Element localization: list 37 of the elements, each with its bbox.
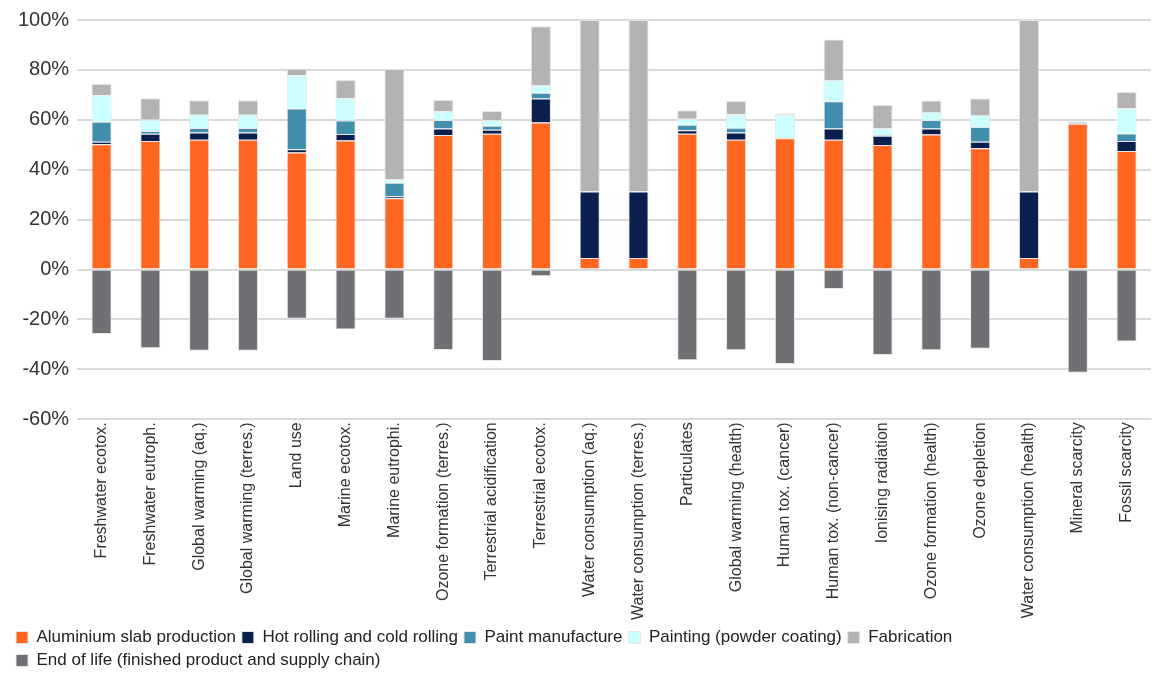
x-tick-label: Global warming (terres.) bbox=[238, 422, 256, 594]
x-tick-label: Global warming (aq.) bbox=[189, 422, 207, 571]
x-tick-label: Ozone depletion bbox=[970, 422, 988, 539]
x-tick-label: Global warming (health) bbox=[726, 422, 744, 593]
y-tick-label: 40% bbox=[29, 157, 70, 180]
x-tick-label: Fossil scarcity bbox=[1117, 422, 1134, 523]
y-tick-label: 20% bbox=[29, 207, 70, 230]
legend-label: Painting (powder coating) bbox=[648, 627, 842, 647]
y-tick-label: -60% bbox=[22, 406, 70, 429]
legend-label: Hot rolling and cold rolling bbox=[262, 627, 458, 647]
x-tick-label: Particulates bbox=[677, 422, 695, 506]
x-tick-label: Ionising radiation bbox=[872, 422, 890, 544]
x-tick-label: Marine eutrophi. bbox=[384, 422, 402, 538]
legend-label: Aluminium slab production bbox=[36, 627, 236, 647]
y-tick-label: 80% bbox=[29, 57, 70, 80]
x-tick-label: Terrestrial ecotox. bbox=[531, 422, 549, 549]
y-tick-label: -40% bbox=[22, 356, 70, 379]
y-tick-label: 100% bbox=[18, 7, 70, 30]
x-tick-label: Water consumption (terres.) bbox=[628, 422, 646, 620]
y-tick-label: 60% bbox=[29, 107, 70, 130]
x-tick-label: Human tox. (non-cancer) bbox=[824, 422, 842, 600]
x-tick-label: Land use bbox=[287, 422, 305, 489]
x-tick-label: Human tox. (cancer) bbox=[775, 422, 793, 568]
x-tick-label: Water consumption (health) bbox=[1019, 422, 1037, 619]
y-tick-label: 0% bbox=[40, 257, 70, 280]
x-tick-label: Freshwater ecotox. bbox=[91, 422, 109, 559]
x-tick-label: Terrestrial acidification bbox=[482, 422, 500, 581]
y-tick-label: -20% bbox=[22, 307, 70, 329]
x-tick-label: Water consumption (aq.) bbox=[580, 422, 598, 597]
legend-label: Paint manufacture bbox=[484, 627, 623, 647]
x-tick-label: Ozone formation (terres.) bbox=[433, 422, 451, 602]
x-tick-label: Marine ecotox. bbox=[336, 422, 354, 528]
x-tick-label: Mineral scarcity bbox=[1068, 422, 1086, 534]
x-tick-label: Ozone formation (health) bbox=[921, 422, 939, 600]
legend-label: End of life (finished product and supply chain) bbox=[36, 650, 381, 670]
legend-label: Fabrication bbox=[868, 627, 953, 647]
x-tick-label: Freshwater eutroph. bbox=[140, 422, 158, 566]
